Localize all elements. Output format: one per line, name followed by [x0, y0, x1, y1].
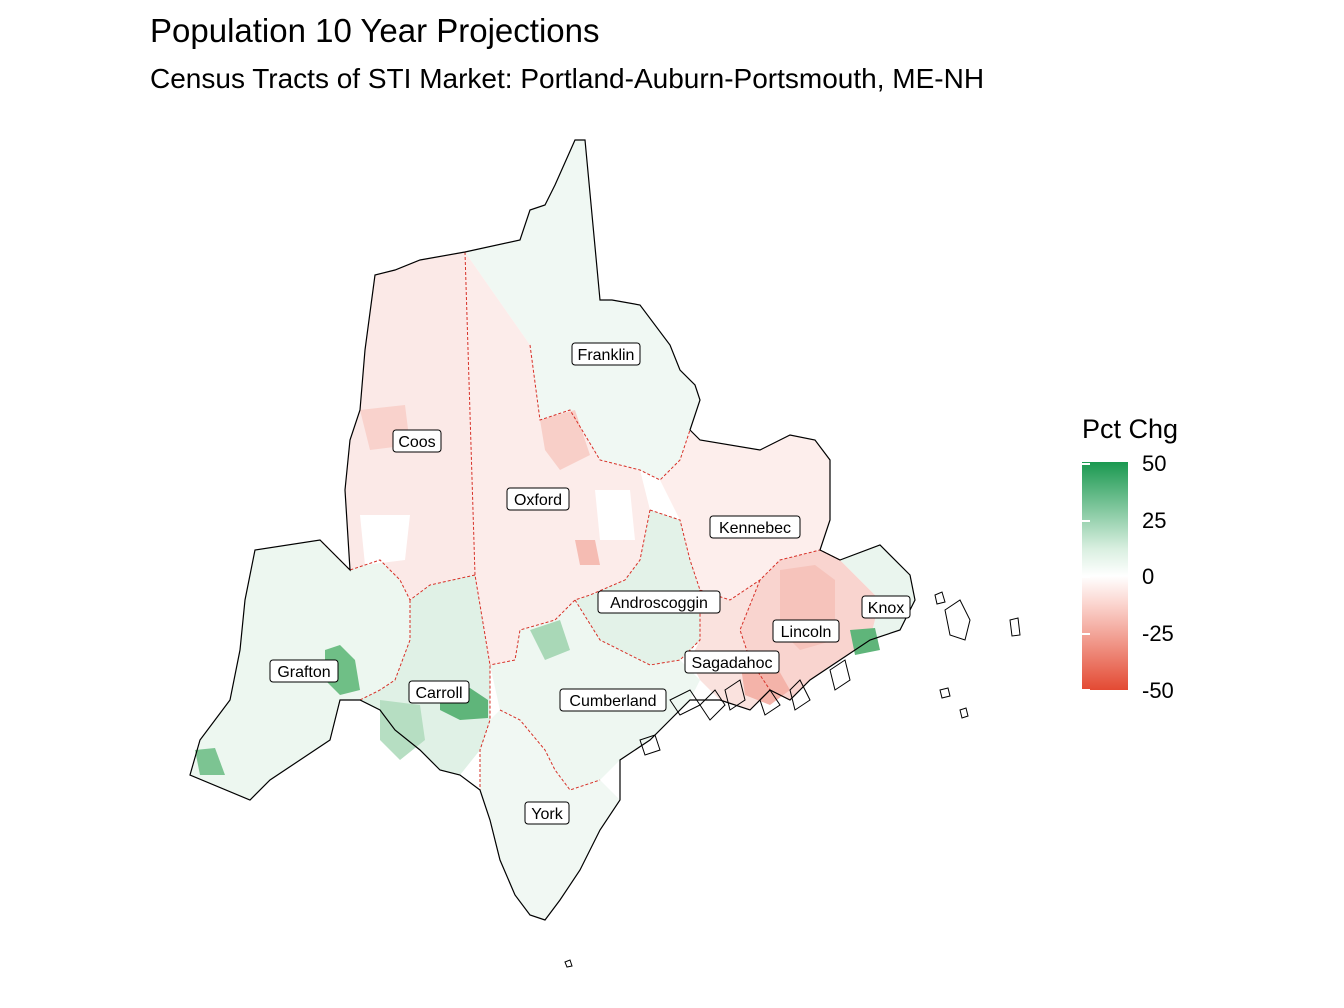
island: [789, 679, 811, 711]
county-name: Lincoln: [781, 624, 832, 641]
patch: [540, 410, 590, 470]
label-box: [861, 595, 911, 619]
label-carroll: Carroll: [408, 680, 470, 704]
island: [934, 591, 946, 605]
island: [944, 599, 971, 641]
island: [829, 659, 851, 691]
legend-tickmark: [1082, 633, 1090, 635]
patch: [575, 540, 600, 565]
region-kennebec: [660, 430, 830, 600]
label-box: [597, 590, 721, 614]
county-name: Cumberland: [569, 693, 656, 710]
map-title: Population 10 Year Projections: [150, 12, 600, 49]
label-box: [684, 650, 780, 674]
label-sagadahoc: Sagadahoc: [684, 650, 780, 674]
label-box: [772, 619, 840, 643]
legend-tickmark: [1082, 576, 1090, 578]
county-name: Knox: [868, 600, 904, 617]
legend-tickmark: [1082, 463, 1090, 465]
label-androscoggin: Androscoggin: [597, 590, 721, 614]
county-name: Sagadahoc: [692, 655, 773, 672]
label-cumberland: Cumberland: [559, 688, 667, 712]
county-name: York: [531, 806, 563, 823]
legend-tickmark: [1082, 689, 1090, 691]
label-coos: Coos: [392, 429, 442, 453]
label-franklin: Franklin: [571, 342, 641, 366]
region-androscoggin: [575, 510, 700, 665]
legend-tick-label: 50: [1142, 451, 1167, 476]
island: [639, 734, 661, 756]
legend-tickmark: [1082, 520, 1090, 522]
county-name: Grafton: [277, 664, 330, 681]
patch: [530, 620, 570, 660]
island: [564, 959, 573, 968]
label-knox: Knox: [861, 595, 911, 619]
border-line: [359, 600, 411, 701]
border-line: [649, 509, 841, 601]
coastal-islands: [564, 591, 1021, 968]
label-box: [269, 659, 339, 683]
legend-tick-label: -25: [1142, 621, 1174, 646]
island: [759, 689, 781, 716]
label-kennebec: Kennebec: [709, 515, 801, 539]
island: [699, 689, 726, 721]
border-line: [464, 251, 491, 790]
region-outline: [189, 139, 916, 921]
patch: [595, 490, 635, 540]
border-line: [574, 590, 701, 666]
legend-tick-label: 0: [1142, 564, 1155, 589]
border-line: [319, 539, 476, 601]
region-franklin: [465, 140, 700, 480]
county-name: Carroll: [415, 685, 462, 702]
patch: [380, 700, 425, 760]
label-lincoln: Lincoln: [772, 619, 840, 643]
island: [1009, 617, 1021, 637]
label-york: York: [524, 801, 570, 825]
county-name: Coos: [398, 434, 435, 451]
label-box: [709, 515, 801, 539]
region-coos: [345, 252, 475, 600]
patch: [360, 515, 410, 565]
county-name: Kennebec: [719, 520, 791, 537]
label-box: [524, 801, 570, 825]
county-name: Androscoggin: [610, 595, 708, 612]
legend-tick-label: 25: [1142, 508, 1167, 533]
island: [939, 687, 951, 699]
county-borders: [319, 251, 841, 791]
legend-tick-label: -50: [1142, 678, 1174, 703]
border-line: [529, 344, 691, 481]
label-box: [506, 487, 570, 511]
map-subtitle: Census Tracts of STI Market: Portland-Au…: [150, 63, 985, 94]
county-name: Oxford: [514, 492, 562, 509]
patch: [195, 748, 225, 775]
border-line: [739, 579, 771, 691]
label-box: [408, 680, 470, 704]
border-line: [499, 709, 601, 791]
label-oxford: Oxford: [506, 487, 570, 511]
legend-title: Pct Chg: [1082, 414, 1179, 444]
county-name: Franklin: [578, 347, 635, 364]
county-labels: Franklin Coos Oxford Kennebec Androscogg…: [269, 342, 911, 825]
label-box: [571, 342, 641, 366]
label-grafton: Grafton: [269, 659, 339, 683]
island: [959, 707, 969, 719]
label-box: [392, 429, 442, 453]
island: [724, 679, 746, 711]
label-box: [559, 688, 667, 712]
